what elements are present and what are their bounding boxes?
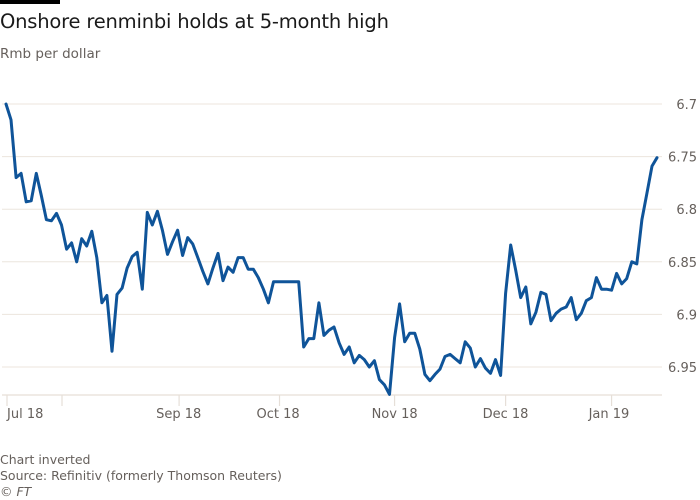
x-tick-label: Nov 18 — [372, 407, 418, 422]
x-axis-ticks: Jul 18 Sep 18 Oct 18 Nov 18 Dec 18 Jan 19 — [6, 395, 629, 422]
x-tick-label: Dec 18 — [483, 407, 529, 422]
y-axis-labels: 6.7 6.75 6.8 6.85 6.9 6.95 — [668, 98, 697, 376]
x-tick-label: Jul 18 — [6, 407, 43, 422]
footer-source: Source: Refinitiv (formerly Thomson Reut… — [0, 468, 282, 483]
y-tick-label: 6.8 — [676, 203, 697, 218]
y-tick-label: 6.75 — [668, 151, 697, 166]
footer-note: Chart inverted — [0, 452, 91, 467]
x-tick-label: Sep 18 — [156, 407, 201, 422]
y-tick-label: 6.7 — [676, 98, 697, 113]
footer-copyright: © FT — [0, 484, 32, 499]
chart-subtitle: Rmb per dollar — [0, 46, 101, 62]
y-tick-label: 6.85 — [668, 256, 697, 271]
y-tick-label: 6.9 — [676, 308, 697, 323]
series-line-usd-cny — [4, 102, 659, 396]
gridlines — [2, 103, 662, 368]
x-tick-label: Oct 18 — [257, 407, 300, 422]
chart-title: Onshore renminbi holds at 5-month high — [0, 10, 389, 33]
y-tick-label: 6.95 — [668, 361, 697, 376]
ft-top-bar — [0, 0, 60, 4]
x-tick-label: Jan 19 — [588, 407, 630, 422]
